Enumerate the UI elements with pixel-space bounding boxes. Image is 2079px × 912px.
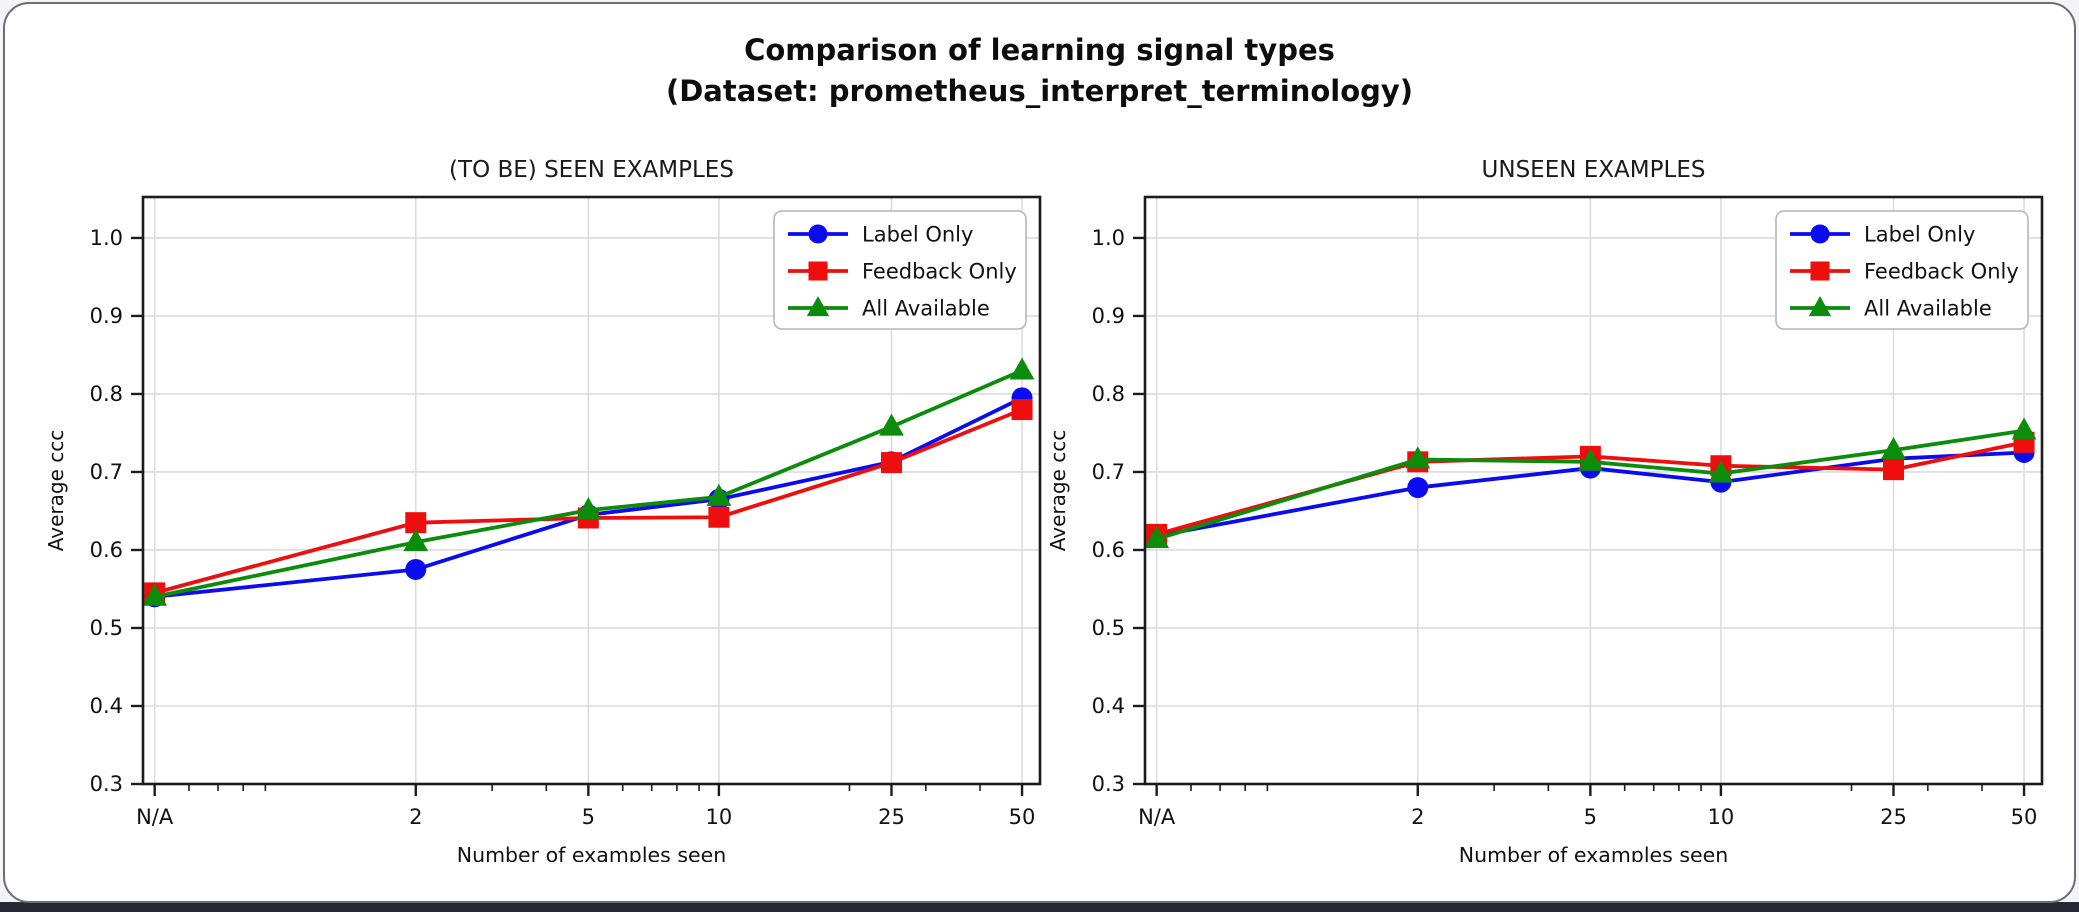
- y-axis-label: Average ccc: [44, 430, 68, 551]
- legend-box: [773, 210, 1027, 330]
- data-point-feedback-only: [1011, 399, 1033, 421]
- y-tick-label: 0.4: [1092, 694, 1125, 718]
- y-tick-label: 0.3: [1092, 772, 1125, 796]
- x-tick-label: 2: [1411, 805, 1424, 829]
- legend-entry-all-available: All Available: [1790, 296, 1992, 321]
- legend-marker-all-available: [1808, 296, 1832, 317]
- x-tick-label: N/A: [136, 805, 174, 829]
- x-tick-label: 2: [409, 805, 422, 829]
- figure-title: Comparison of learning signal types (Dat…: [5, 30, 2074, 112]
- series-all-available: [142, 357, 1035, 606]
- y-tick-label: 0.7: [90, 460, 123, 484]
- legend-entry-label-only: Label Only: [1790, 223, 1975, 247]
- subplot-unseen-examples: 0.30.40.50.60.70.80.91.0N/A 2 5 10 25 50Label…: [1046, 157, 2044, 862]
- axes-spines: [141, 195, 1042, 786]
- legend-box: [1775, 210, 2029, 330]
- x-tick-label: 25: [1880, 805, 1907, 829]
- y-tick-label: 0.3: [90, 772, 123, 796]
- data-point-all-available: [575, 497, 601, 520]
- legend-label: Label Only: [1864, 223, 1975, 247]
- subplot-title: UNSEEN EXAMPLES: [1482, 157, 1706, 183]
- x-tick-label: 50: [2011, 805, 2038, 829]
- window-bottom-edge: [0, 902, 2079, 912]
- y-tick-label: 0.7: [1092, 460, 1125, 484]
- data-point-all-available: [1144, 525, 1170, 548]
- legend-label: All Available: [862, 297, 990, 321]
- legend-entry-all-available: All Available: [788, 296, 990, 321]
- data-point-all-available: [2011, 417, 2037, 440]
- series-line-all-available: [152, 368, 1024, 599]
- data-point-all-available: [142, 583, 168, 606]
- series-line-label-only: [152, 395, 1024, 599]
- data-point-feedback-only: [880, 452, 902, 474]
- legend-label: Label Only: [862, 223, 973, 247]
- series-line-all-available: [1154, 428, 2026, 541]
- series-feedback-only: [144, 399, 1033, 604]
- x-axis-label: Number of examples seen: [1459, 843, 1728, 862]
- y-axis-label: Average ccc: [1046, 430, 1070, 551]
- figure-title-line1: Comparison of learning signal types: [744, 33, 1335, 67]
- x-tick-label: 5: [1584, 805, 1597, 829]
- legend-label: Feedback Only: [862, 260, 1017, 284]
- subplot-seen-examples: 0.30.40.50.60.70.80.91.0N/A 2 5 10 25 50Label…: [44, 157, 1042, 862]
- legend: Label Only Feedback Only All Available: [1775, 210, 2029, 330]
- data-point-all-available: [706, 483, 732, 506]
- y-tick-label: 0.6: [1092, 538, 1125, 562]
- y-tick-label: 0.9: [1092, 304, 1125, 328]
- data-point-all-available: [879, 413, 904, 436]
- x-tick-label: 5: [582, 805, 595, 829]
- y-tick-label: 0.8: [1092, 382, 1125, 406]
- legend-entry-label-only: Label Only: [788, 223, 973, 247]
- data-point-all-available: [1009, 357, 1035, 380]
- y-tick-label: 1.0: [1092, 226, 1125, 250]
- subplot-title: (TO BE) SEEN EXAMPLES: [449, 157, 734, 183]
- legend-label: All Available: [1864, 297, 1992, 321]
- y-tick-label: 0.5: [90, 616, 123, 640]
- series-all-available: [1144, 417, 2037, 548]
- legend-marker-feedback-only: [808, 261, 828, 281]
- figure-title-line2: (Dataset: prometheus_interpret_terminolo…: [665, 74, 1414, 108]
- legend-label: Feedback Only: [1864, 260, 2019, 284]
- x-axis-label: Number of examples seen: [457, 843, 726, 862]
- series-line-feedback-only: [152, 407, 1024, 595]
- data-point-all-available: [1405, 446, 1431, 469]
- data-point-all-available: [1881, 437, 1906, 460]
- x-tick-label: 10: [706, 805, 733, 829]
- data-point-feedback-only: [708, 506, 730, 528]
- y-tick-label: 0.5: [1092, 616, 1125, 640]
- data-point-all-available: [1577, 448, 1603, 471]
- legend-marker-feedback-only: [1810, 261, 1830, 281]
- legend-entry-feedback-only: Feedback Only: [788, 260, 1017, 284]
- y-tick-label: 0.6: [90, 538, 123, 562]
- data-point-feedback-only: [1882, 459, 1904, 481]
- x-tick-label: 25: [878, 805, 905, 829]
- data-point-label-only: [1407, 477, 1429, 499]
- figure-card: Comparison of learning signal types (Dat…: [3, 2, 2076, 903]
- axes-spines: [1143, 195, 2044, 786]
- y-tick-label: 0.8: [90, 382, 123, 406]
- legend-marker-label-only: [808, 224, 828, 244]
- legend-marker-all-available: [806, 296, 830, 317]
- data-point-all-available: [403, 529, 429, 552]
- y-tick-label: 0.9: [90, 304, 123, 328]
- x-tick-label: 10: [1708, 805, 1735, 829]
- data-point-feedback-only: [405, 512, 427, 534]
- data-point-label-only: [405, 558, 427, 580]
- y-tick-label: 0.4: [90, 694, 123, 718]
- legend: Label Only Feedback Only All Available: [773, 210, 1027, 330]
- x-tick-label: 50: [1009, 805, 1036, 829]
- data-point-all-available: [1708, 460, 1734, 483]
- legend-entry-feedback-only: Feedback Only: [1790, 260, 2019, 284]
- series-line-label-only: [1154, 450, 2026, 538]
- legend-marker-label-only: [1810, 224, 1830, 244]
- y-tick-label: 1.0: [90, 226, 123, 250]
- x-tick-label: N/A: [1138, 805, 1176, 829]
